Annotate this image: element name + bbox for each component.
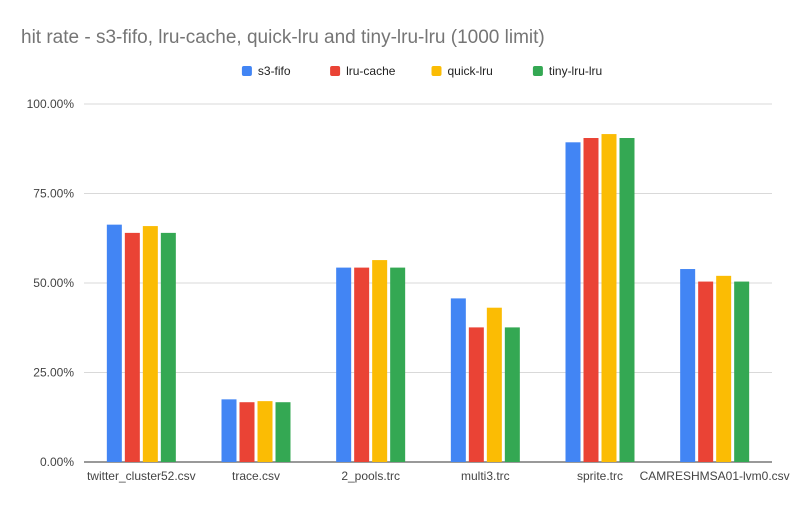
legend-swatch xyxy=(330,66,341,76)
y-tick-label: 0.00% xyxy=(40,455,74,469)
bar xyxy=(486,307,502,462)
x-tick-label: 2_pools.trc xyxy=(341,469,400,483)
bar xyxy=(504,327,520,462)
y-tick-label: 25.00% xyxy=(33,366,74,380)
bar xyxy=(160,232,176,462)
bar xyxy=(583,138,599,462)
x-tick-label: CAMRESHMSA01-lvm0.csv xyxy=(640,469,790,483)
chart-title: hit rate - s3-fifo, lru-cache, quick-lru… xyxy=(21,27,545,48)
legend-swatch xyxy=(241,66,252,76)
bar xyxy=(106,224,122,462)
bar xyxy=(142,226,158,462)
bar xyxy=(619,138,635,462)
bar xyxy=(221,399,237,462)
bar xyxy=(468,327,484,462)
y-tick-label: 50.00% xyxy=(33,276,74,290)
bar xyxy=(239,402,255,462)
bar xyxy=(124,232,140,462)
legend-swatch xyxy=(532,66,543,76)
bar xyxy=(275,402,291,462)
bar xyxy=(372,260,388,462)
x-tick-label: trace.csv xyxy=(232,469,280,483)
bar xyxy=(734,281,750,462)
bar xyxy=(354,267,370,462)
bar xyxy=(716,275,732,462)
legend-label: lru-cache xyxy=(346,64,396,78)
x-tick-label: multi3.trc xyxy=(461,469,510,483)
legend-label: tiny-lru-lru xyxy=(549,64,602,78)
y-tick-label: 75.00% xyxy=(33,187,74,201)
bar xyxy=(257,401,273,462)
bar xyxy=(601,134,617,462)
legend-swatch xyxy=(431,66,442,76)
y-tick-label: 100.00% xyxy=(27,97,75,111)
x-tick-label: twitter_cluster52.csv xyxy=(87,469,196,483)
bar xyxy=(565,142,581,462)
bar xyxy=(680,269,696,462)
bar xyxy=(390,267,406,462)
bar xyxy=(698,281,714,462)
x-tick-label: sprite.trc xyxy=(577,469,623,483)
bar xyxy=(450,298,466,462)
bar xyxy=(336,267,352,462)
legend-label: quick-lru xyxy=(448,64,493,78)
legend-label: s3-fifo xyxy=(258,64,291,78)
